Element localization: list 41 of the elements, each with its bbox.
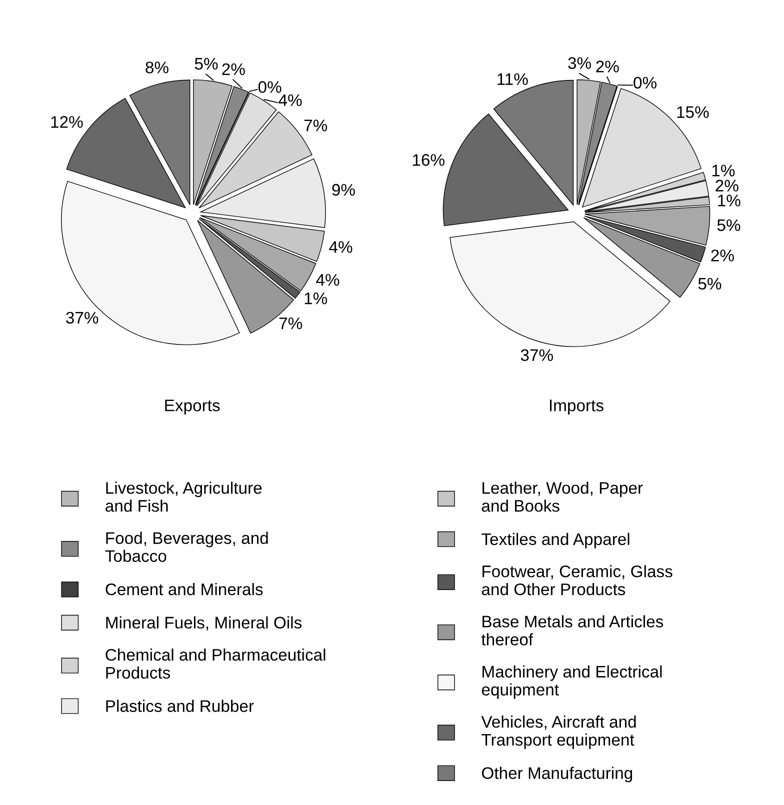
legend-label: Chemical and Pharmaceutical Products (106, 648, 326, 679)
legend-label: Leather, Wood, Paper and Books (482, 482, 643, 512)
data-label: 2% (596, 60, 619, 72)
legend-label: Mineral Fuels, Mineral Oils (106, 616, 302, 631)
data-label: 9% (332, 184, 355, 196)
data-label: 8% (146, 62, 168, 74)
legend-label: Machinery and Electrical equipment (482, 665, 662, 699)
data-label: 7% (304, 120, 328, 132)
data-label: 4% (278, 94, 302, 106)
data-label: 37% (520, 349, 553, 362)
data-label: 3% (568, 57, 591, 69)
data-label: 1% (304, 292, 328, 304)
legend-label: Other Manufacturing (482, 766, 632, 782)
data-label: 4% (316, 274, 340, 286)
data-label: 4% (329, 241, 352, 253)
legend-label: Textiles and Apparel (482, 532, 630, 548)
legend-label: Vehicles, Aircraft and Transport equipment (481, 716, 636, 750)
data-label: 37% (66, 312, 98, 324)
data-label: 2% (711, 250, 734, 262)
legend-label: Base Metals and Articles thereof (481, 615, 664, 646)
data-label: 15% (677, 106, 709, 118)
data-label: 5% (717, 219, 740, 232)
text: 0% (634, 76, 656, 89)
text: Imports (550, 400, 604, 415)
text: Exports (165, 400, 220, 415)
data-label: 2% (716, 180, 738, 192)
data-label: 5% (194, 58, 218, 70)
data-label: 1% (718, 194, 740, 206)
legend-label: Livestock, Agriculture and Fish (106, 482, 262, 512)
legend-label: Cement and Minerals (106, 583, 263, 596)
data-label: 5% (698, 278, 722, 290)
legend-label: Footwear, Ceramic, Glass and Other Products (482, 565, 672, 596)
legend-label: Plastics and Rubber (106, 700, 254, 712)
data-label: 2% (222, 63, 245, 76)
legend-label: Food, Beverages, and Tobacco (105, 532, 268, 562)
data-label: 11% (498, 73, 528, 85)
data-label: 12% (51, 116, 83, 128)
text: 0% (258, 81, 282, 93)
data-label: 7% (279, 318, 302, 330)
data-label: 1% (712, 164, 735, 176)
data-label: 16% (412, 154, 444, 166)
